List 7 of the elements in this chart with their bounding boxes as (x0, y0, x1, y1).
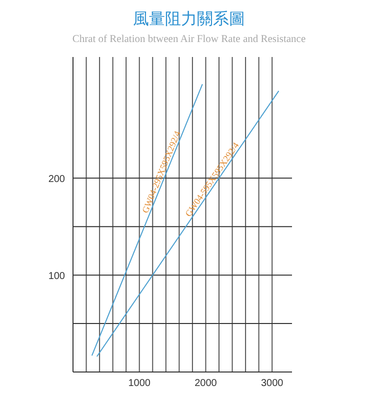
x-tick-label: 1000 (128, 378, 151, 389)
chart-title: 風量阻力關系圖 (133, 10, 245, 28)
chart-subtitle: Chrat of Relation btween Air Flow Rate and Resistance (72, 34, 306, 45)
x-tick-label: 3000 (260, 378, 284, 389)
x-tick-label: 2000 (194, 378, 218, 389)
y-tick-label: 100 (48, 271, 66, 282)
y-tick-label: 200 (48, 174, 66, 186)
